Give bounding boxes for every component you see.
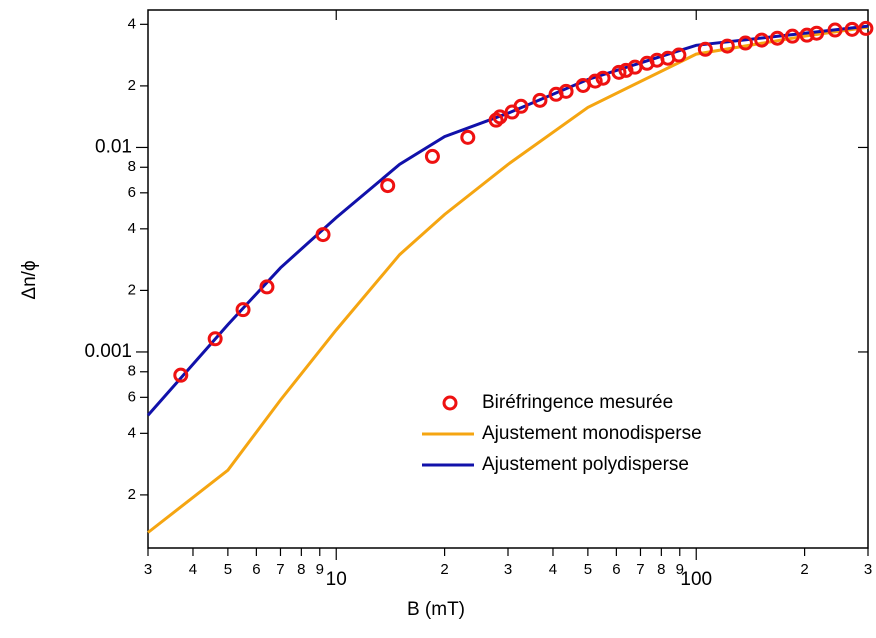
y-tick-label: 2 [128, 486, 136, 503]
data-point [424, 148, 440, 164]
data-point [492, 109, 508, 125]
data-point [618, 62, 634, 78]
y-tick-label: 4 [128, 15, 136, 32]
data-point [671, 47, 687, 63]
data-point [595, 70, 611, 86]
data-point [235, 302, 251, 318]
x-tick-label: 6 [252, 561, 260, 578]
x-tick-label: 3 [504, 561, 512, 578]
data-point [769, 30, 785, 46]
y-tick-label: 6 [128, 184, 136, 201]
x-tick-label: 8 [657, 561, 665, 578]
data-point [460, 129, 476, 145]
legend-label: Ajustement monodisperse [482, 423, 702, 444]
data-point [207, 331, 223, 347]
data-point [315, 227, 331, 243]
x-tick-label: 3 [864, 561, 872, 578]
data-point [380, 178, 396, 194]
data-point [259, 279, 275, 295]
legend-label: Ajustement polydisperse [482, 454, 689, 475]
y-tick-label: 0.01 [95, 136, 132, 157]
x-tick-label: 7 [276, 561, 284, 578]
data-point [587, 73, 603, 89]
y-tick-label: 8 [128, 363, 136, 380]
y-tick-label: 6 [128, 388, 136, 405]
x-tick-label: 9 [676, 561, 684, 578]
fit-line [146, 24, 869, 417]
x-tick-label: 9 [316, 561, 324, 578]
x-tick-label: 7 [636, 561, 644, 578]
data-point [799, 27, 815, 43]
y-tick-label: 0.001 [84, 341, 132, 362]
data-point [611, 64, 627, 80]
y-axis-label: Δn/ϕ [19, 260, 40, 299]
legend-label: Biréfringence mesurée [482, 392, 673, 413]
x-tick-label: 4 [189, 561, 197, 578]
data-point [558, 83, 574, 99]
y-tick-label: 2 [128, 281, 136, 298]
y-tick-label: 4 [128, 424, 136, 441]
x-tick-label: 3 [144, 561, 152, 578]
data-point [532, 92, 548, 108]
y-tick-label: 2 [128, 77, 136, 94]
y-tick-label: 8 [128, 158, 136, 175]
x-tick-label: 10 [326, 569, 347, 590]
x-axis-label: B (mT) [407, 599, 465, 620]
x-tick-label: 100 [680, 569, 712, 590]
legend-marker [442, 395, 458, 411]
data-point [809, 25, 825, 41]
x-tick-label: 6 [612, 561, 620, 578]
data-point [697, 41, 713, 57]
x-tick-label: 5 [584, 561, 592, 578]
data-point [737, 35, 753, 51]
data-point [827, 22, 843, 38]
x-tick-label: 2 [440, 561, 448, 578]
x-tick-label: 4 [549, 561, 557, 578]
x-tick-label: 5 [224, 561, 232, 578]
data-point [844, 21, 860, 37]
data-point [754, 32, 770, 48]
y-tick-label: 4 [128, 220, 136, 237]
data-point [513, 98, 529, 114]
data-point [858, 20, 874, 36]
x-tick-label: 2 [800, 561, 808, 578]
data-point [719, 38, 735, 54]
x-tick-label: 8 [297, 561, 305, 578]
data-point [173, 367, 189, 383]
data-point [784, 28, 800, 44]
